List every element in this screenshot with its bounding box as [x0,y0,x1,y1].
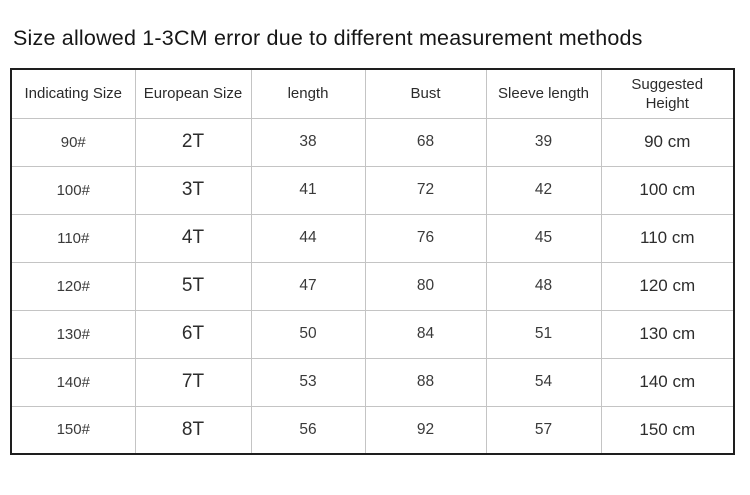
table-cell: 68 [364,117,487,167]
table-cell: 72 [364,165,487,215]
column-header-length: length [250,68,366,119]
table-cell: 140 cm [600,357,735,407]
table-row: 100# 3T 41 72 42 100 cm [10,165,735,215]
table-cell: 51 [485,309,602,359]
header-row: Indicating Size European Size length Bus… [10,68,735,119]
table-cell: 39 [485,117,602,167]
table-cell: 130 cm [600,309,735,359]
table-cell: 42 [485,165,602,215]
table-cell: 48 [485,261,602,311]
column-header-indicating-size: Indicating Size [10,68,136,119]
table-row: 130# 6T 50 84 51 130 cm [10,309,735,359]
column-header-sleeve-length: Sleeve length [485,68,602,119]
table-cell: 57 [485,405,602,455]
table-cell: 45 [485,213,602,263]
table-cell: 5T [134,261,252,311]
table-cell: 7T [134,357,252,407]
column-header-suggested-height: Suggested Height [600,68,735,119]
table-cell: 6T [134,309,252,359]
table-row: 90# 2T 38 68 39 90 cm [10,117,735,167]
table-cell: 76 [364,213,487,263]
table-cell: 110# [10,213,136,263]
table-cell: 88 [364,357,487,407]
table-cell: 41 [250,165,366,215]
table-cell: 50 [250,309,366,359]
table-cell: 80 [364,261,487,311]
column-header-bust: Bust [364,68,487,119]
table-cell: 44 [250,213,366,263]
table-cell: 150# [10,405,136,455]
table-cell: 2T [134,117,252,167]
table-cell: 47 [250,261,366,311]
table-cell: 92 [364,405,487,455]
table-row: 110# 4T 44 76 45 110 cm [10,213,735,263]
table-cell: 8T [134,405,252,455]
table-cell: 56 [250,405,366,455]
table-cell: 4T [134,213,252,263]
table-cell: 100# [10,165,136,215]
table-row: 120# 5T 47 80 48 120 cm [10,261,735,311]
table-cell: 3T [134,165,252,215]
size-chart-table: Indicating Size European Size length Bus… [10,68,735,455]
table-row: 150# 8T 56 92 57 150 cm [10,405,735,455]
table-cell: 130# [10,309,136,359]
table-cell: 84 [364,309,487,359]
table-cell: 53 [250,357,366,407]
table-cell: 120# [10,261,136,311]
table-cell: 38 [250,117,366,167]
table-cell: 140# [10,357,136,407]
table-cell: 110 cm [600,213,735,263]
table-row: 140# 7T 53 88 54 140 cm [10,357,735,407]
table-cell: 120 cm [600,261,735,311]
table-cell: 54 [485,357,602,407]
column-header-european-size: European Size [134,68,252,119]
size-chart-title: Size allowed 1-3CM error due to differen… [13,26,643,50]
table-cell: 100 cm [600,165,735,215]
table-cell: 90 cm [600,117,735,167]
table-cell: 90# [10,117,136,167]
table-cell: 150 cm [600,405,735,455]
